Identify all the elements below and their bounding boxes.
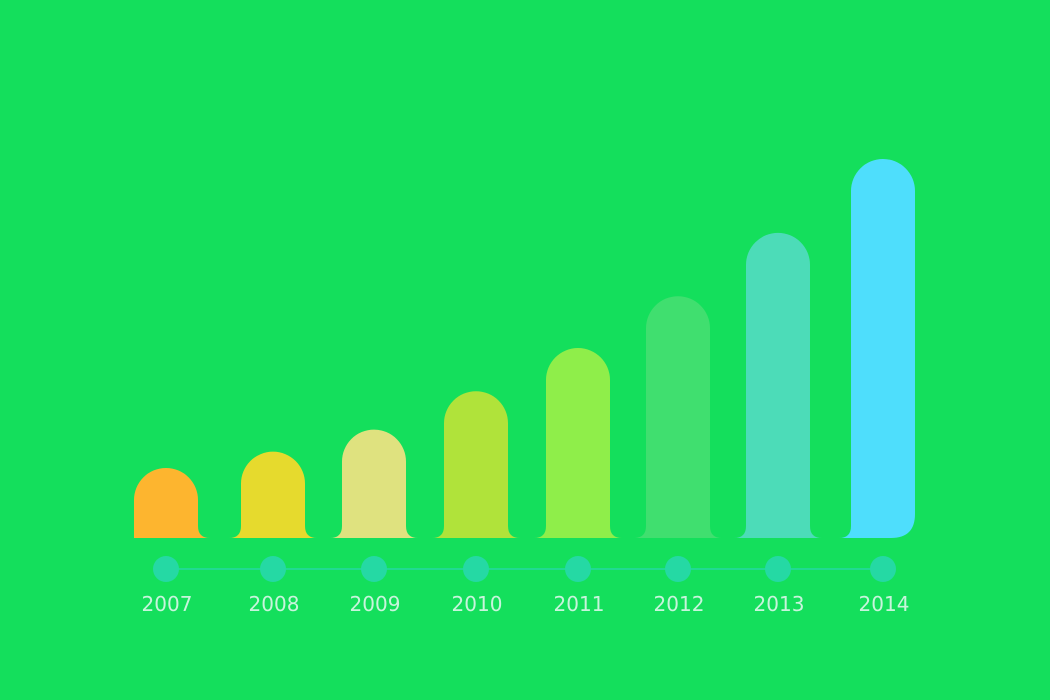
bar-2009 bbox=[330, 429, 418, 538]
timeline-dot-2011 bbox=[565, 556, 591, 582]
bar-2008 bbox=[229, 451, 317, 538]
timeline-group bbox=[153, 556, 896, 582]
tick-label-2014: 2014 bbox=[859, 592, 910, 616]
timeline-dot-2013 bbox=[765, 556, 791, 582]
timeline-dot-2007 bbox=[153, 556, 179, 582]
bar-2007 bbox=[134, 467, 210, 538]
timeline-dot-2009 bbox=[361, 556, 387, 582]
tick-label-2011: 2011 bbox=[554, 592, 605, 616]
timeline-dot-2014 bbox=[870, 556, 896, 582]
tick-label-2009: 2009 bbox=[350, 592, 401, 616]
tick-label-2013: 2013 bbox=[754, 592, 805, 616]
tick-label-2010: 2010 bbox=[452, 592, 503, 616]
tick-label-2012: 2012 bbox=[654, 592, 705, 616]
tick-label-2008: 2008 bbox=[249, 592, 300, 616]
timeline-dot-2010 bbox=[463, 556, 489, 582]
bar-2012 bbox=[634, 296, 722, 538]
tick-label-2007: 2007 bbox=[142, 592, 193, 616]
tick-labels-group: 2007 2008 2009 2010 2011 2012 2013 2014 bbox=[142, 592, 910, 616]
bar-2010 bbox=[432, 391, 520, 538]
bar-2011 bbox=[534, 348, 622, 538]
bar-2013 bbox=[734, 232, 822, 538]
bar-2014 bbox=[839, 158, 915, 538]
timeline-dot-2012 bbox=[665, 556, 691, 582]
bars-group bbox=[134, 158, 915, 538]
timeline-dot-2008 bbox=[260, 556, 286, 582]
